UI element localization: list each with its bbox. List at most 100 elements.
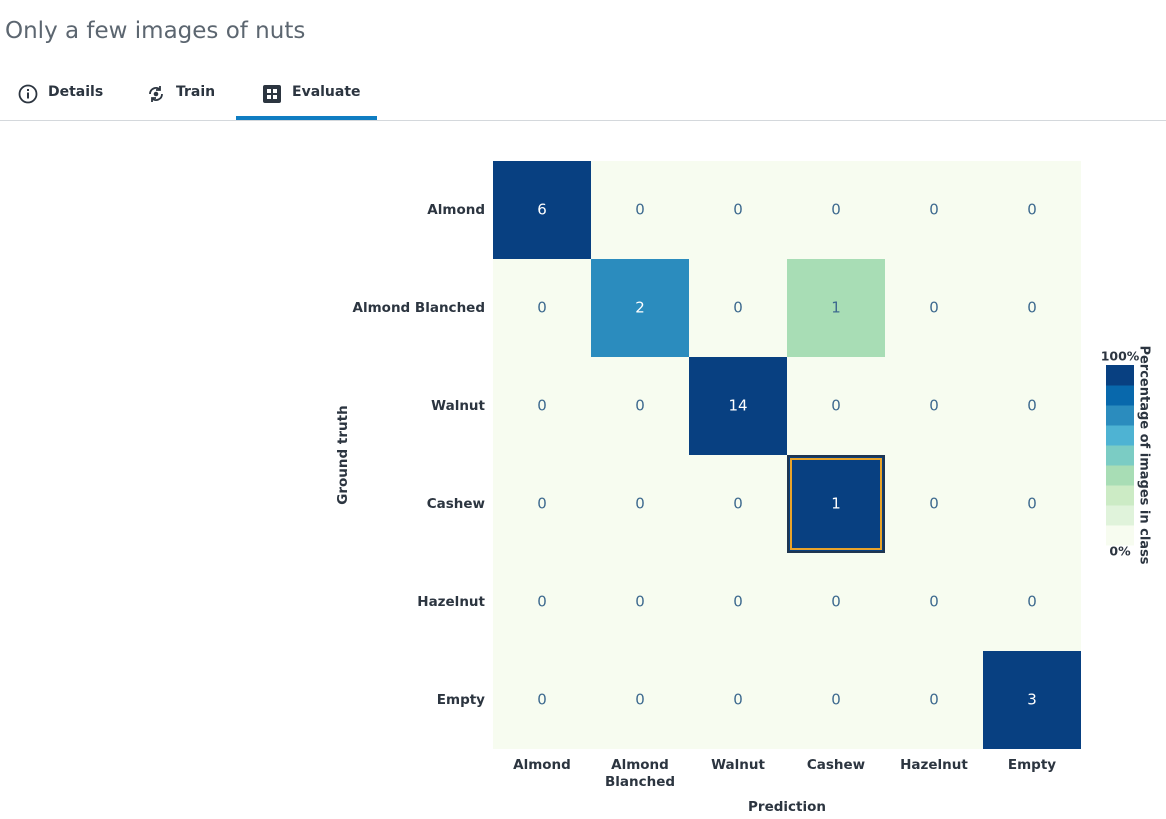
cell-value: 0 xyxy=(733,691,743,709)
cell-value: 0 xyxy=(537,495,547,513)
y-tick-label: Walnut xyxy=(431,398,485,414)
colorbar-tick-label: 100% xyxy=(1101,349,1140,364)
tab-label: Evaluate xyxy=(292,84,361,100)
cell-value: 0 xyxy=(635,201,645,219)
cell-value: 0 xyxy=(1027,397,1037,415)
cell-value: 0 xyxy=(635,397,645,415)
heatmap-cell xyxy=(493,553,591,651)
heatmap-cell xyxy=(885,161,983,259)
x-tick-label: Walnut xyxy=(711,757,765,773)
heatmap-cell xyxy=(591,357,689,455)
heatmap-cell xyxy=(689,651,787,749)
cell-value: 0 xyxy=(929,397,939,415)
page-title: Only a few images of nuts xyxy=(5,18,306,44)
tab[interactable]: Details xyxy=(18,84,103,120)
cell-value: 0 xyxy=(929,495,939,513)
evaluate-icon xyxy=(263,85,281,103)
cell-value: 0 xyxy=(635,593,645,611)
cell-value: 0 xyxy=(929,201,939,219)
y-tick-label: Cashew xyxy=(427,496,485,512)
cell-value: 0 xyxy=(1027,299,1037,317)
cell-value: 0 xyxy=(1027,201,1037,219)
heatmap-cell xyxy=(983,455,1081,553)
tab-label: Train xyxy=(176,84,216,100)
y-axis-label: Ground truth xyxy=(335,405,351,504)
cell-value: 0 xyxy=(831,691,841,709)
colorbar-bin xyxy=(1106,505,1134,526)
selected-cell-outline xyxy=(787,455,885,553)
heatmap-cell xyxy=(689,455,787,553)
tab[interactable]: Evaluate xyxy=(262,84,361,120)
heatmap-cell xyxy=(983,651,1081,749)
y-tick-label: Almond xyxy=(427,202,485,218)
heatmap-cell xyxy=(787,553,885,651)
cell-value: 2 xyxy=(635,299,645,317)
heatmap-cell xyxy=(689,553,787,651)
colorbar-bin xyxy=(1106,465,1134,486)
heatmap-cell xyxy=(591,161,689,259)
y-tick-label: Almond Blanched xyxy=(353,300,485,316)
heatmap-cell xyxy=(787,455,885,553)
colorbar-title: Percentage of images in class xyxy=(1137,345,1152,564)
cell-value: 0 xyxy=(831,397,841,415)
colorbar-bin xyxy=(1106,445,1134,466)
heatmap-cell xyxy=(493,651,591,749)
info-icon xyxy=(18,84,38,104)
cell-value: 0 xyxy=(733,495,743,513)
heatmap-cell xyxy=(983,553,1081,651)
cell-value: 0 xyxy=(537,299,547,317)
x-axis-label: Prediction xyxy=(748,799,826,815)
heatmap-cell xyxy=(493,161,591,259)
x-tick-label: Hazelnut xyxy=(900,757,968,773)
heatmap-cell xyxy=(885,651,983,749)
x-tick-label: Empty xyxy=(1007,757,1057,773)
cell-value: 3 xyxy=(1027,691,1037,709)
heatmap-cell xyxy=(787,259,885,357)
cell-value: 0 xyxy=(537,593,547,611)
cell-value: 1 xyxy=(831,495,841,513)
cell-value: 0 xyxy=(1027,495,1037,513)
heatmap-cell xyxy=(885,259,983,357)
y-tick-label: Empty xyxy=(437,692,485,708)
cell-value: 0 xyxy=(733,201,743,219)
cell-value: 0 xyxy=(635,691,645,709)
heatmap-cell xyxy=(787,161,885,259)
colorbar-bin xyxy=(1106,485,1134,506)
heatmap-cell xyxy=(689,161,787,259)
heatmap-cell xyxy=(493,357,591,455)
heatmap-cell xyxy=(493,259,591,357)
x-tick-label: Almond Blanched xyxy=(604,757,676,790)
cell-value: 0 xyxy=(635,495,645,513)
cell-value: 0 xyxy=(733,593,743,611)
cell-value: 0 xyxy=(1027,593,1037,611)
heatmap-cell xyxy=(689,259,787,357)
tab-label: Details xyxy=(48,84,104,100)
cell-value: 0 xyxy=(929,593,939,611)
heatmap-cell xyxy=(591,259,689,357)
heatmap-cell xyxy=(591,455,689,553)
colorbar-bin xyxy=(1106,525,1134,546)
y-tick-label: Hazelnut xyxy=(417,594,485,610)
heatmap-cell xyxy=(493,455,591,553)
colorbar-bin xyxy=(1106,405,1134,426)
heatmap-cell xyxy=(983,161,1081,259)
cell-value: 0 xyxy=(929,691,939,709)
active-tab-indicator xyxy=(236,116,377,120)
colorbar-bin xyxy=(1106,425,1134,446)
heatmap-cell xyxy=(885,553,983,651)
heatmap-cell xyxy=(885,455,983,553)
cell-value: 0 xyxy=(929,299,939,317)
train-icon xyxy=(149,86,163,102)
heatmap-cell xyxy=(689,357,787,455)
heatmap-cell xyxy=(591,651,689,749)
cell-value: 0 xyxy=(831,201,841,219)
colorbar-bin xyxy=(1106,365,1134,386)
colorbar-tick-label: 0% xyxy=(1109,544,1131,559)
cell-value: 0 xyxy=(733,299,743,317)
x-tick-label: Almond xyxy=(513,757,571,773)
tab[interactable]: Train xyxy=(146,84,215,120)
heatmap-cell xyxy=(787,651,885,749)
colorbar-bin xyxy=(1106,385,1134,406)
